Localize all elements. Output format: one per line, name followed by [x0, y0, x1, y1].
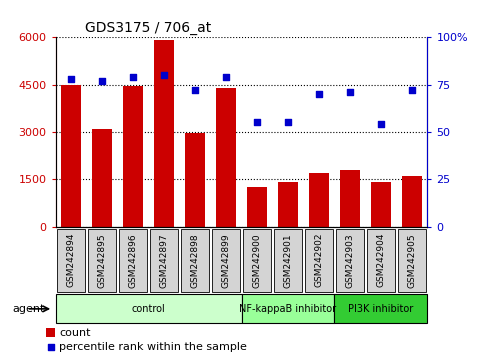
FancyBboxPatch shape	[367, 229, 395, 292]
Text: PI3K inhibitor: PI3K inhibitor	[348, 304, 413, 314]
Text: GSM242895: GSM242895	[98, 233, 107, 287]
Point	[222, 74, 230, 80]
Text: GSM242903: GSM242903	[345, 233, 355, 287]
Bar	[340, 170, 360, 227]
FancyBboxPatch shape	[88, 229, 116, 292]
Text: GSM242901: GSM242901	[284, 233, 293, 287]
FancyBboxPatch shape	[181, 229, 209, 292]
Point	[408, 87, 416, 93]
Point	[346, 89, 354, 95]
Text: GSM242897: GSM242897	[159, 233, 169, 287]
Text: count: count	[59, 328, 91, 338]
Bar	[309, 173, 329, 227]
Text: GSM242894: GSM242894	[67, 233, 75, 287]
FancyBboxPatch shape	[242, 295, 334, 323]
Text: GSM242902: GSM242902	[314, 233, 324, 287]
Point	[129, 74, 137, 80]
FancyBboxPatch shape	[305, 229, 333, 292]
Point	[377, 121, 385, 127]
Text: NF-kappaB inhibitor: NF-kappaB inhibitor	[240, 304, 337, 314]
Text: GSM242904: GSM242904	[376, 233, 385, 287]
FancyBboxPatch shape	[119, 229, 147, 292]
Bar	[61, 85, 81, 227]
Point	[98, 78, 106, 84]
Bar	[123, 86, 143, 227]
Text: GSM242900: GSM242900	[253, 233, 261, 287]
Text: GDS3175 / 706_at: GDS3175 / 706_at	[85, 21, 212, 35]
Point	[284, 120, 292, 125]
Bar	[402, 176, 422, 227]
FancyBboxPatch shape	[336, 229, 364, 292]
FancyBboxPatch shape	[212, 229, 240, 292]
FancyBboxPatch shape	[274, 229, 302, 292]
FancyBboxPatch shape	[150, 229, 178, 292]
Point	[67, 76, 75, 82]
Bar	[216, 88, 236, 227]
FancyBboxPatch shape	[398, 229, 426, 292]
Point	[160, 72, 168, 78]
Bar	[185, 133, 205, 227]
Bar	[371, 182, 391, 227]
Text: GSM242899: GSM242899	[222, 233, 230, 287]
Point	[253, 120, 261, 125]
Point	[191, 87, 199, 93]
Text: control: control	[132, 304, 165, 314]
Text: GSM242905: GSM242905	[408, 233, 416, 287]
Bar	[46, 328, 56, 337]
FancyBboxPatch shape	[334, 295, 427, 323]
Text: GSM242896: GSM242896	[128, 233, 138, 287]
FancyBboxPatch shape	[56, 295, 242, 323]
FancyBboxPatch shape	[57, 229, 85, 292]
Text: GSM242898: GSM242898	[190, 233, 199, 287]
Point	[315, 91, 323, 97]
FancyBboxPatch shape	[243, 229, 271, 292]
Text: percentile rank within the sample: percentile rank within the sample	[59, 342, 247, 352]
Bar	[247, 187, 267, 227]
Bar	[92, 129, 112, 227]
Bar	[154, 40, 174, 227]
Point	[47, 344, 55, 350]
Text: agent: agent	[12, 304, 44, 314]
Bar	[278, 182, 298, 227]
